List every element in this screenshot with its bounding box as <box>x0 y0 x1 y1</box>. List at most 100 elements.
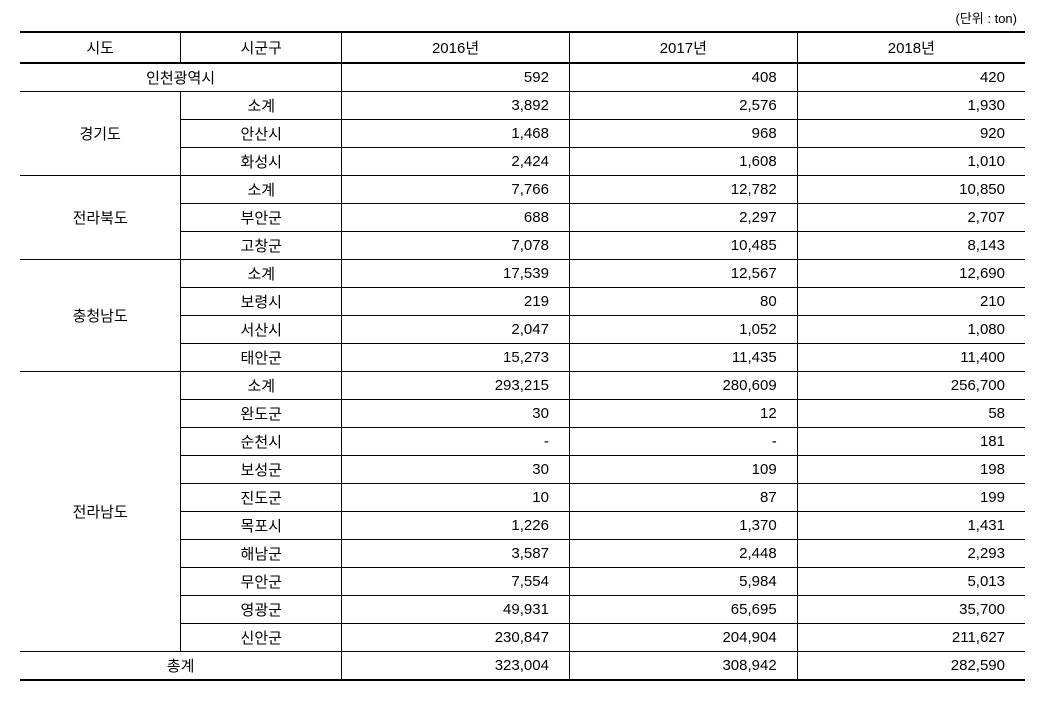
cell-value: 5,984 <box>569 568 797 596</box>
cell-value: 10 <box>342 484 570 512</box>
cell-value: 1,010 <box>797 148 1025 176</box>
district-seosan: 서산시 <box>181 316 342 344</box>
cell-value: 80 <box>569 288 797 316</box>
cell-value: 219 <box>342 288 570 316</box>
cell-value: 12,567 <box>569 260 797 288</box>
district-mokpo: 목포시 <box>181 512 342 540</box>
header-2016: 2016년 <box>342 32 570 63</box>
region-gyeonggi: 경기도 <box>20 92 181 176</box>
cell-value: 17,539 <box>342 260 570 288</box>
cell-value: 1,608 <box>569 148 797 176</box>
district-gochang: 고창군 <box>181 232 342 260</box>
cell-value: 592 <box>342 63 570 92</box>
cell-value: 3,587 <box>342 540 570 568</box>
cell-value: 210 <box>797 288 1025 316</box>
cell-value: - <box>569 428 797 456</box>
cell-value: 7,766 <box>342 176 570 204</box>
district-jindo: 진도군 <box>181 484 342 512</box>
region-incheon: 인천광역시 <box>20 63 342 92</box>
cell-value: 1,468 <box>342 120 570 148</box>
cell-value: 282,590 <box>797 652 1025 681</box>
cell-value: 2,707 <box>797 204 1025 232</box>
cell-value: 920 <box>797 120 1025 148</box>
header-2017: 2017년 <box>569 32 797 63</box>
district-subtotal: 소계 <box>181 176 342 204</box>
cell-value: 1,080 <box>797 316 1025 344</box>
cell-value: 2,424 <box>342 148 570 176</box>
cell-value: 1,052 <box>569 316 797 344</box>
cell-value: 10,850 <box>797 176 1025 204</box>
data-table: 시도 시군구 2016년 2017년 2018년 인천광역시 592 408 4… <box>20 31 1025 681</box>
district-subtotal: 소계 <box>181 260 342 288</box>
cell-value: 12 <box>569 400 797 428</box>
cell-value: 49,931 <box>342 596 570 624</box>
header-region: 시도 <box>20 32 181 63</box>
district-sinan: 신안군 <box>181 624 342 652</box>
district-suncheon: 순천시 <box>181 428 342 456</box>
table-row: 전라남도 소계 293,215 280,609 256,700 <box>20 372 1025 400</box>
cell-value: 7,078 <box>342 232 570 260</box>
cell-value: 2,293 <box>797 540 1025 568</box>
cell-value: 12,690 <box>797 260 1025 288</box>
region-jeonnam: 전라남도 <box>20 372 181 652</box>
table-row: 충청남도 소계 17,539 12,567 12,690 <box>20 260 1025 288</box>
cell-value: 211,627 <box>797 624 1025 652</box>
cell-value: 308,942 <box>569 652 797 681</box>
cell-value: 109 <box>569 456 797 484</box>
district-buan: 부안군 <box>181 204 342 232</box>
cell-value: 11,435 <box>569 344 797 372</box>
cell-value: 87 <box>569 484 797 512</box>
cell-value: 323,004 <box>342 652 570 681</box>
cell-value: 181 <box>797 428 1025 456</box>
district-muan: 무안군 <box>181 568 342 596</box>
header-2018: 2018년 <box>797 32 1025 63</box>
cell-value: 256,700 <box>797 372 1025 400</box>
cell-value: 198 <box>797 456 1025 484</box>
cell-value: 1,370 <box>569 512 797 540</box>
header-district: 시군구 <box>181 32 342 63</box>
cell-value: 408 <box>569 63 797 92</box>
table-row: 인천광역시 592 408 420 <box>20 63 1025 92</box>
region-jeonbuk: 전라북도 <box>20 176 181 260</box>
cell-value: 1,431 <box>797 512 1025 540</box>
cell-value: 30 <box>342 400 570 428</box>
district-subtotal: 소계 <box>181 92 342 120</box>
district-subtotal: 소계 <box>181 372 342 400</box>
district-taean: 태안군 <box>181 344 342 372</box>
cell-value: 2,576 <box>569 92 797 120</box>
cell-value: 10,485 <box>569 232 797 260</box>
cell-value: 420 <box>797 63 1025 92</box>
cell-value: 5,013 <box>797 568 1025 596</box>
cell-value: 3,892 <box>342 92 570 120</box>
cell-value: 35,700 <box>797 596 1025 624</box>
cell-value: 1,930 <box>797 92 1025 120</box>
cell-value: 8,143 <box>797 232 1025 260</box>
total-label: 총계 <box>20 652 342 681</box>
table-row: 경기도 소계 3,892 2,576 1,930 <box>20 92 1025 120</box>
cell-value: 280,609 <box>569 372 797 400</box>
district-ansan: 안산시 <box>181 120 342 148</box>
district-haenam: 해남군 <box>181 540 342 568</box>
cell-value: 688 <box>342 204 570 232</box>
cell-value: 65,695 <box>569 596 797 624</box>
unit-label: (단위 : ton) <box>20 8 1025 27</box>
cell-value: 15,273 <box>342 344 570 372</box>
cell-value: 58 <box>797 400 1025 428</box>
cell-value: 12,782 <box>569 176 797 204</box>
district-hwaseong: 화성시 <box>181 148 342 176</box>
cell-value: 30 <box>342 456 570 484</box>
cell-value: 230,847 <box>342 624 570 652</box>
district-yeonggwang: 영광군 <box>181 596 342 624</box>
table-row-total: 총계 323,004 308,942 282,590 <box>20 652 1025 681</box>
district-wando: 완도군 <box>181 400 342 428</box>
region-chungnam: 충청남도 <box>20 260 181 372</box>
cell-value: 2,448 <box>569 540 797 568</box>
cell-value: - <box>342 428 570 456</box>
cell-value: 293,215 <box>342 372 570 400</box>
cell-value: 968 <box>569 120 797 148</box>
cell-value: 2,297 <box>569 204 797 232</box>
table-header-row: 시도 시군구 2016년 2017년 2018년 <box>20 32 1025 63</box>
district-boryeong: 보령시 <box>181 288 342 316</box>
cell-value: 199 <box>797 484 1025 512</box>
cell-value: 2,047 <box>342 316 570 344</box>
